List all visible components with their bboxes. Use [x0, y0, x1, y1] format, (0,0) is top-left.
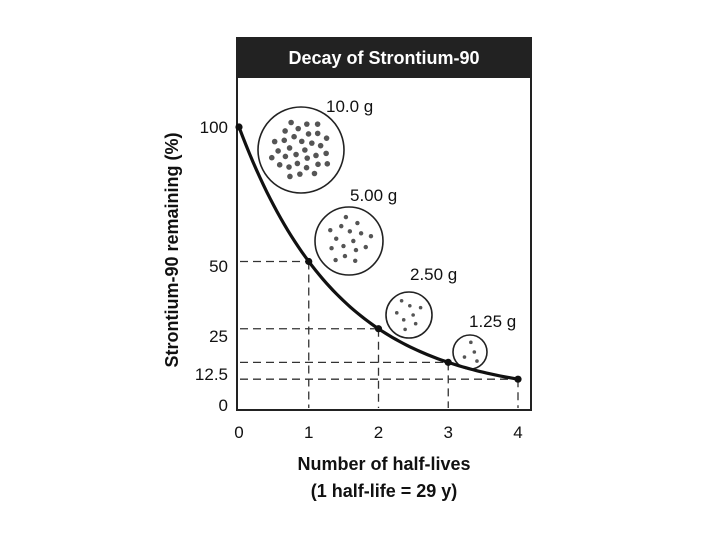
sample-atom-dot	[298, 138, 305, 145]
sample-atom-dot	[286, 164, 292, 170]
data-point-0	[235, 123, 243, 131]
sample-atom-dot	[314, 121, 321, 127]
sample-atom-dot	[411, 313, 415, 317]
sample-atom-dot	[291, 133, 297, 140]
data-point-3	[444, 358, 452, 366]
y-tick-label: 12.5	[195, 365, 228, 384]
y-tick-labels: 0 12.5 25 50 100	[195, 118, 228, 415]
sample-atom-dot	[288, 119, 294, 126]
y-tick-label: 25	[209, 327, 228, 346]
sample-atom-dot	[295, 125, 302, 132]
sample-atom-dot	[363, 244, 368, 250]
data-point-1	[305, 257, 313, 266]
sample-atom-dot	[342, 253, 348, 259]
sample-atom-dot	[302, 147, 308, 153]
sample-atom-dot	[281, 137, 288, 144]
sample-circle-1	[314, 206, 384, 276]
x-tick-label: 4	[513, 423, 522, 442]
sample-atom-dot	[341, 243, 346, 249]
sample-bubbles: 10.0 g 5.00 g 2.50 g 1.25 g	[257, 97, 516, 370]
sample-atom-dot	[355, 220, 360, 226]
sample-atom-dot	[304, 121, 310, 127]
sample-atom-dot	[293, 151, 299, 158]
sample-atom-dot	[408, 303, 412, 308]
sample-atom-dot	[351, 238, 356, 244]
mass-label-2: 2.50 g	[410, 265, 457, 284]
sample-atom-dot	[333, 257, 338, 263]
sample-atom-dot	[399, 298, 404, 303]
y-tick-label: 100	[200, 118, 228, 137]
x-axis-subtitle: (1 half-life = 29 y)	[311, 481, 458, 501]
sample-atom-dot	[353, 258, 358, 264]
y-axis-title: Strontium-90 remaining (%)	[162, 132, 182, 367]
sample-atom-dot	[324, 161, 331, 167]
sample-atom-dot	[314, 130, 321, 137]
sample-atom-dot	[297, 171, 303, 177]
sample-atom-dot	[271, 138, 278, 145]
x-tick-label: 3	[444, 423, 453, 442]
sample-atom-dot	[329, 245, 334, 251]
title-bar	[237, 38, 531, 78]
sample-atom-dot	[475, 359, 479, 363]
sample-atom-dot	[368, 233, 374, 239]
sample-atom-dot	[469, 340, 473, 345]
y-tick-label: 50	[209, 257, 228, 276]
sample-atom-dot	[343, 214, 349, 220]
sample-atom-dot	[276, 162, 283, 168]
sample-atom-dot	[286, 145, 293, 151]
sample-atom-dot	[403, 327, 407, 332]
sample-atom-dot	[275, 148, 281, 154]
sample-circle-0	[257, 106, 345, 194]
x-tick-label: 1	[304, 423, 313, 442]
x-axis-title: Number of half-lives	[297, 454, 470, 474]
chart-title: Decay of Strontium-90	[288, 48, 479, 68]
sample-atom-dot	[282, 153, 289, 160]
mass-label-0: 10.0 g	[326, 97, 373, 116]
sample-atom-dot	[334, 236, 339, 241]
sample-atom-dot	[462, 355, 467, 359]
sample-atom-dot	[313, 152, 319, 159]
sample-atom-dot	[294, 160, 301, 167]
sample-circle-2	[385, 291, 433, 339]
sample-atom-dot	[304, 155, 311, 161]
sample-atom-dot	[401, 318, 406, 322]
sample-atom-dot	[282, 128, 288, 134]
sample-atom-dot	[394, 311, 399, 315]
sample-atom-dot	[347, 229, 353, 234]
sample-atom-dot	[472, 350, 477, 354]
sample-atom-dot	[339, 223, 344, 229]
sample-atom-dot	[358, 231, 364, 236]
sample-atom-dot	[323, 135, 330, 141]
sample-atom-dot	[305, 131, 312, 137]
y-tick-label: 0	[219, 396, 228, 415]
sample-atom-dot	[309, 140, 315, 146]
sample-atom-dot	[328, 227, 333, 233]
sample-atom-dot	[311, 170, 318, 177]
x-tick-label: 0	[234, 423, 243, 442]
x-tick-label: 2	[374, 423, 383, 442]
sample-atom-dot	[303, 164, 310, 171]
sample-atom-dot	[315, 161, 321, 168]
guide-lines	[240, 260, 519, 408]
sample-atom-dot	[413, 321, 418, 326]
sample-atom-dot	[353, 247, 359, 253]
sample-atom-dot	[268, 154, 275, 161]
data-point-2	[374, 325, 383, 333]
sample-atom-dot	[317, 142, 324, 149]
data-points	[235, 123, 522, 383]
mass-label-1: 5.00 g	[350, 186, 397, 205]
sample-atom-dot	[287, 173, 293, 180]
mass-label-3: 1.25 g	[469, 312, 516, 331]
data-point-4	[514, 375, 522, 383]
sample-atom-dot	[418, 305, 423, 310]
x-tick-labels: 0 1 2 3 4	[234, 423, 522, 442]
sample-atom-dot	[323, 150, 329, 157]
